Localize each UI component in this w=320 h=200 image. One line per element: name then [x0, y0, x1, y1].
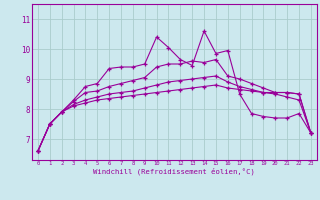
- X-axis label: Windchill (Refroidissement éolien,°C): Windchill (Refroidissement éolien,°C): [93, 168, 255, 175]
